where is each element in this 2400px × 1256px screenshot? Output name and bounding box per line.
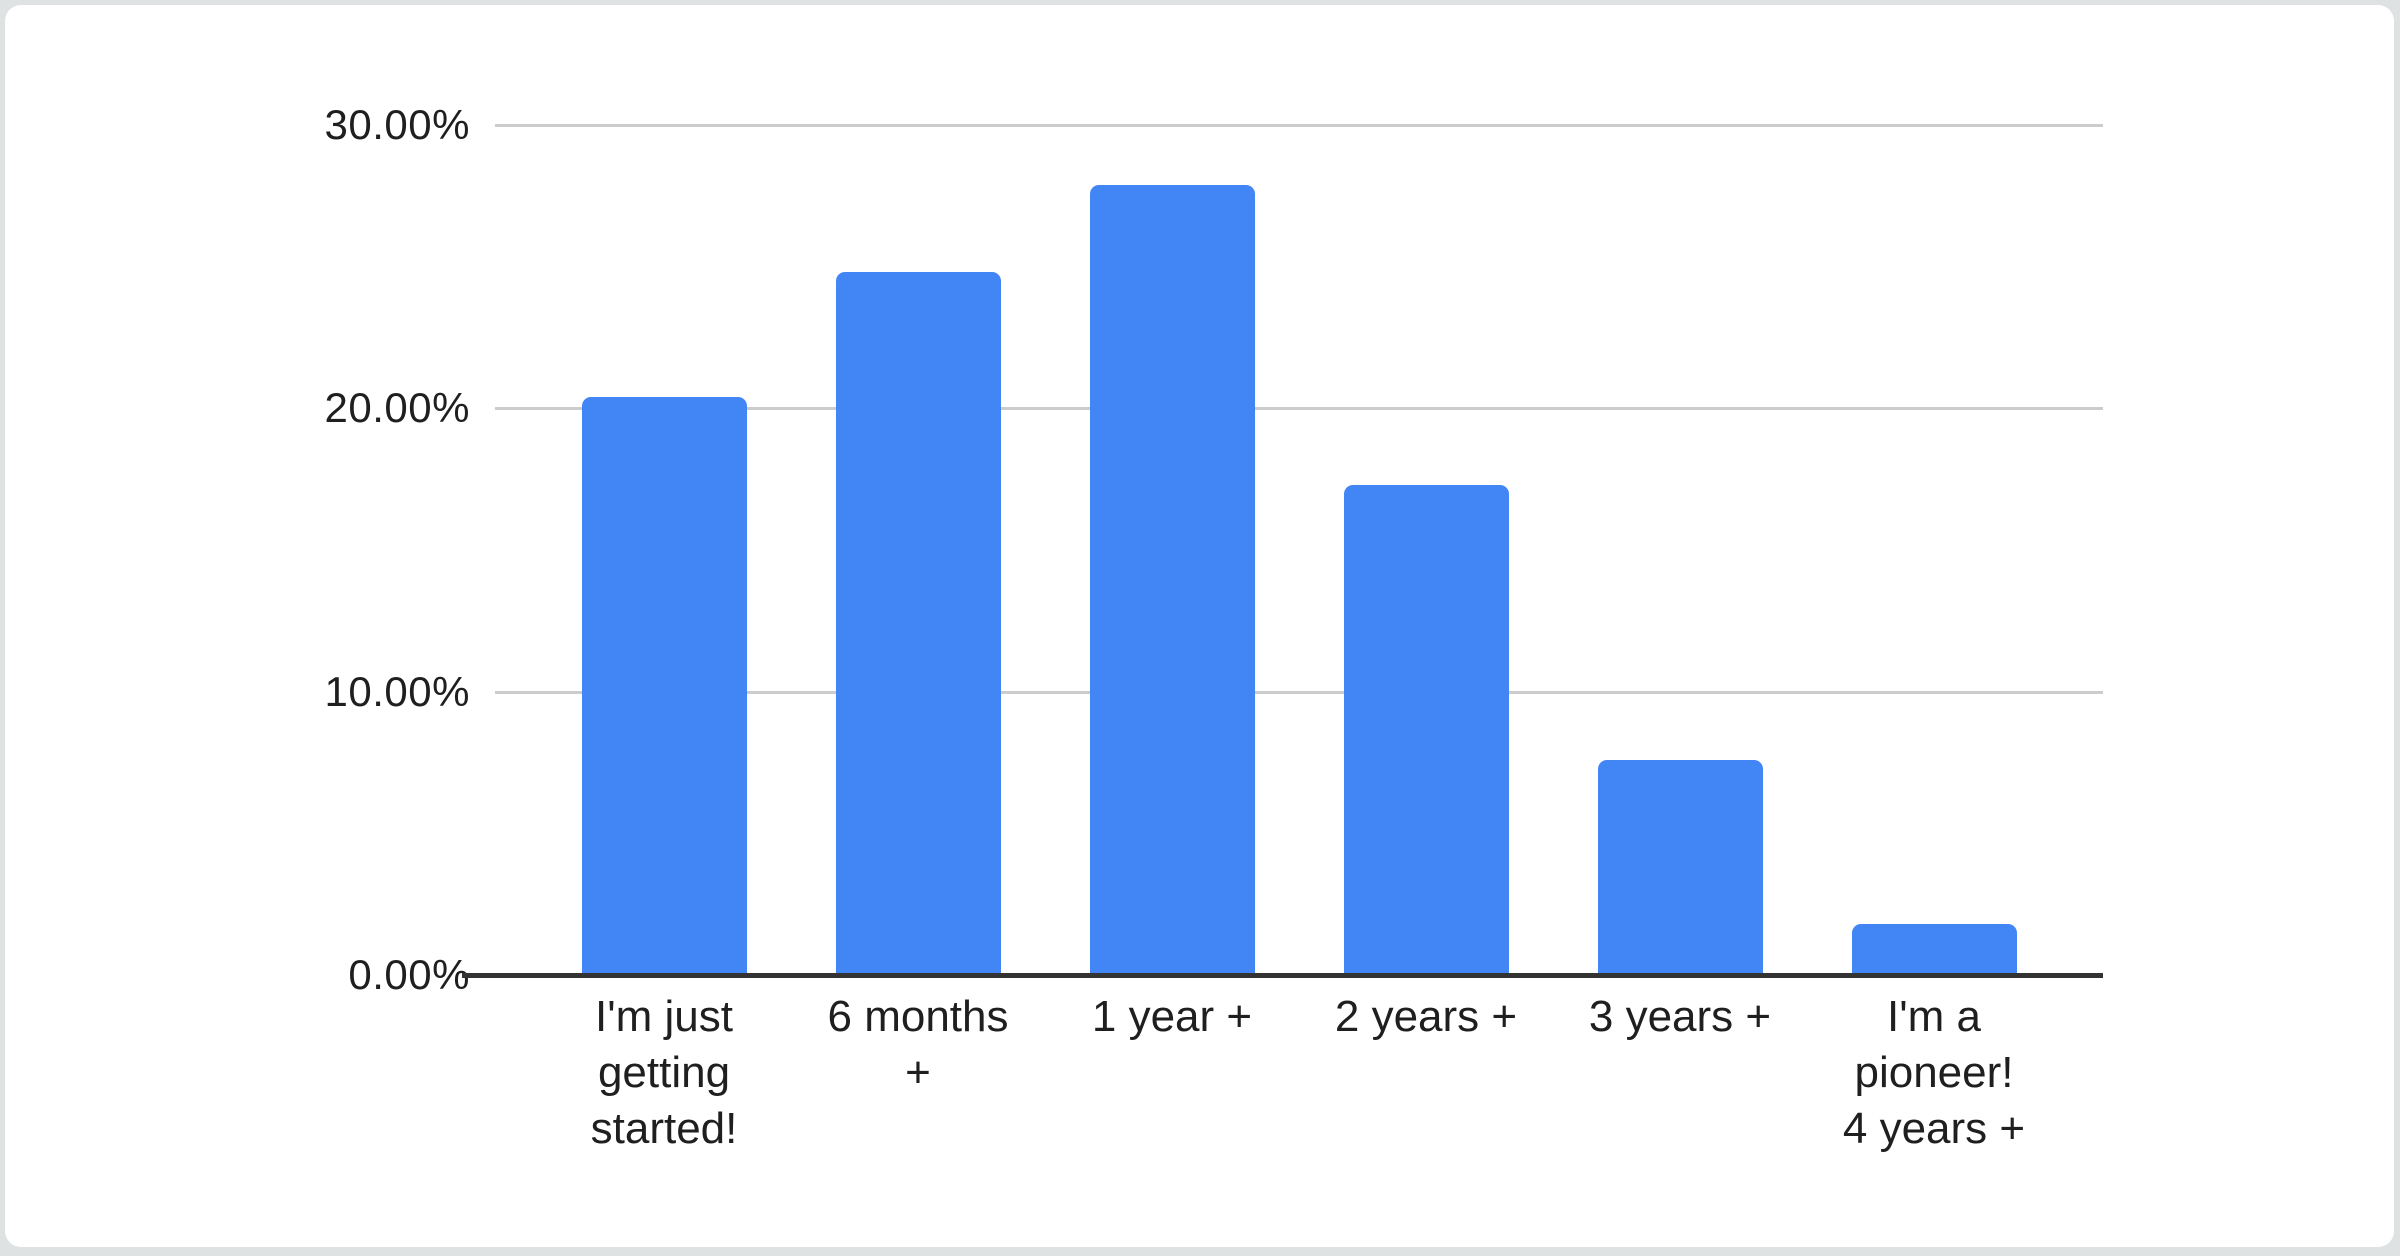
y-axis-tick-label: 30.00% bbox=[324, 101, 470, 148]
bar-6[interactable] bbox=[1851, 924, 2017, 975]
bar-4[interactable] bbox=[1343, 484, 1509, 975]
x-axis-tick-label-3: 1 year + bbox=[1091, 992, 1253, 1041]
y-axis-tick-label: 10.00% bbox=[324, 667, 470, 715]
x-axis-tick-label-6: I'm a pioneer! 4 years + bbox=[1842, 992, 2026, 1153]
bar-slot bbox=[1299, 125, 1553, 975]
bars-container bbox=[537, 125, 2061, 975]
x-axis-label-slot: 3 years + bbox=[1553, 989, 1807, 1045]
bar-3[interactable] bbox=[1089, 184, 1255, 975]
bar-slot bbox=[537, 125, 791, 975]
x-axis-label-slot: I'm a pioneer! 4 years + bbox=[1807, 989, 2061, 1157]
chart-card: 0.00% 10.00% 20.00% 30.00% I'm just getting… bbox=[5, 5, 2394, 1247]
x-axis-tick-label-1: I'm just getting started! bbox=[590, 992, 738, 1153]
bar-slot bbox=[1807, 125, 2061, 975]
bar-slot bbox=[791, 125, 1045, 975]
x-axis-tick-label-5: 3 years + bbox=[1588, 992, 1772, 1041]
x-axis-tick-label-4: 2 years + bbox=[1334, 992, 1518, 1041]
bar-slot bbox=[1045, 125, 1299, 975]
x-axis-tick-label-2: 6 months + bbox=[827, 992, 1009, 1097]
x-axis-label-slot: 2 years + bbox=[1299, 989, 1553, 1045]
bar-slot bbox=[1553, 125, 1807, 975]
gridline bbox=[495, 407, 2103, 411]
bar-2[interactable] bbox=[835, 272, 1001, 975]
x-axis-label-slot: 1 year + bbox=[1045, 989, 1299, 1045]
bar-1[interactable] bbox=[581, 397, 747, 975]
x-axis-labels: I'm just getting started! 6 months + 1 yea… bbox=[537, 989, 2061, 1157]
gridline bbox=[495, 690, 2103, 694]
plot-area bbox=[462, 124, 2103, 978]
bar-5[interactable] bbox=[1597, 759, 1763, 975]
x-axis-label-slot: 6 months + bbox=[791, 989, 1045, 1101]
x-axis-label-slot: I'm just getting started! bbox=[537, 989, 791, 1157]
y-axis-tick-label: 20.00% bbox=[324, 384, 470, 432]
gridline bbox=[495, 124, 2103, 127]
x-axis-line bbox=[462, 973, 2103, 978]
y-axis-tick-label: 0.00% bbox=[348, 951, 470, 998]
